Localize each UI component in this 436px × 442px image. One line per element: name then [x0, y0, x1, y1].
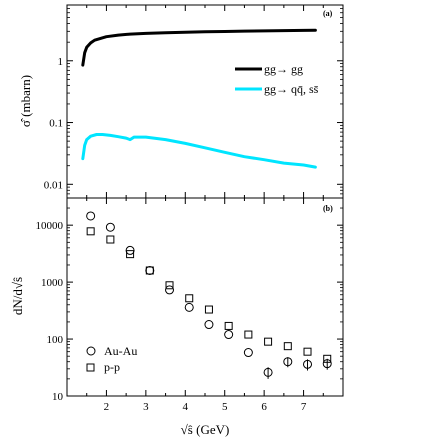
- au-au-point: [165, 285, 175, 295]
- panel-b-label: (b): [323, 204, 333, 213]
- panel-a-frame: [66, 4, 344, 199]
- panel-a-y-tick-label: 1: [58, 56, 64, 68]
- legend-p-p-marker: [86, 363, 95, 372]
- panel-a-y-axis-title: σ̂ (mbarn): [18, 75, 33, 127]
- au-au-point: [283, 357, 293, 367]
- x-tick-label: 4: [183, 401, 189, 413]
- au-au-point: [184, 302, 194, 312]
- au-au-point: [243, 348, 253, 358]
- x-tick-label: 2: [104, 401, 110, 413]
- p-p-point: [204, 305, 213, 314]
- au-au-point: [86, 211, 96, 221]
- panel-a-series: [81, 28, 317, 169]
- au-au-point: [303, 359, 313, 369]
- au-au-point: [224, 330, 234, 340]
- au-au-point: [263, 367, 273, 377]
- p-p-point: [106, 235, 115, 244]
- x-tick-label: 3: [143, 401, 149, 413]
- legend-au-au-label: Au-Au: [104, 344, 137, 358]
- panel-a-label: (a): [323, 9, 333, 18]
- p-p-point: [303, 347, 312, 356]
- p-p-point: [244, 330, 253, 339]
- p-p-point: [86, 227, 95, 236]
- x-axis-title: √ŝ (GeV): [181, 422, 230, 437]
- au-au-point: [145, 265, 155, 275]
- p-p-point: [185, 294, 194, 303]
- p-p-point: [323, 354, 332, 363]
- p-p-point: [165, 281, 174, 290]
- x-tick-label: 5: [222, 401, 228, 413]
- panel-a-legend: gg→ gg gg→ qq̄, ss̄: [235, 62, 319, 96]
- panel-b-y-axis-title: dN/d√ŝ: [10, 277, 25, 315]
- legend-p-p-label: p-p: [104, 360, 120, 374]
- panel-b-legend: Au-Au p-p: [86, 344, 137, 374]
- p-p-point: [264, 337, 273, 346]
- x-tick-label: 7: [301, 401, 307, 413]
- series-line-gg-gg: [81, 28, 317, 67]
- x-tick-label: 6: [261, 401, 267, 413]
- panel-b-y-tick-label: 1000: [41, 277, 64, 289]
- au-au-point: [105, 222, 115, 232]
- p-p-point: [224, 321, 233, 330]
- panel-b-y-tick-label: 10000: [36, 220, 64, 232]
- panel-b-y-tick-label: 100: [47, 334, 64, 346]
- panel-a-ticks: 0.01 0.1 1: [44, 5, 343, 198]
- series-line-gg-qq: [81, 133, 317, 169]
- panel-b-series: [86, 211, 332, 379]
- p-p-point: [126, 250, 135, 259]
- au-au-point: [322, 359, 332, 369]
- p-p-point: [145, 266, 154, 275]
- panel-b-ticks: 10 100 1000 10000 2 3 4 5 6 7: [36, 198, 343, 413]
- au-au-point: [204, 320, 214, 330]
- p-p-point: [283, 342, 292, 351]
- panel-a-y-tick-label: 0.01: [44, 179, 63, 191]
- legend-au-au-marker: [86, 346, 96, 356]
- legend-gg-gg-label: gg→ gg: [264, 62, 303, 76]
- legend-gg-qq-label: gg→ qq̄, ss̄: [264, 82, 319, 96]
- panel-a-y-tick-label: 0.1: [49, 118, 63, 130]
- panel-b-y-tick-label: 10: [52, 391, 64, 403]
